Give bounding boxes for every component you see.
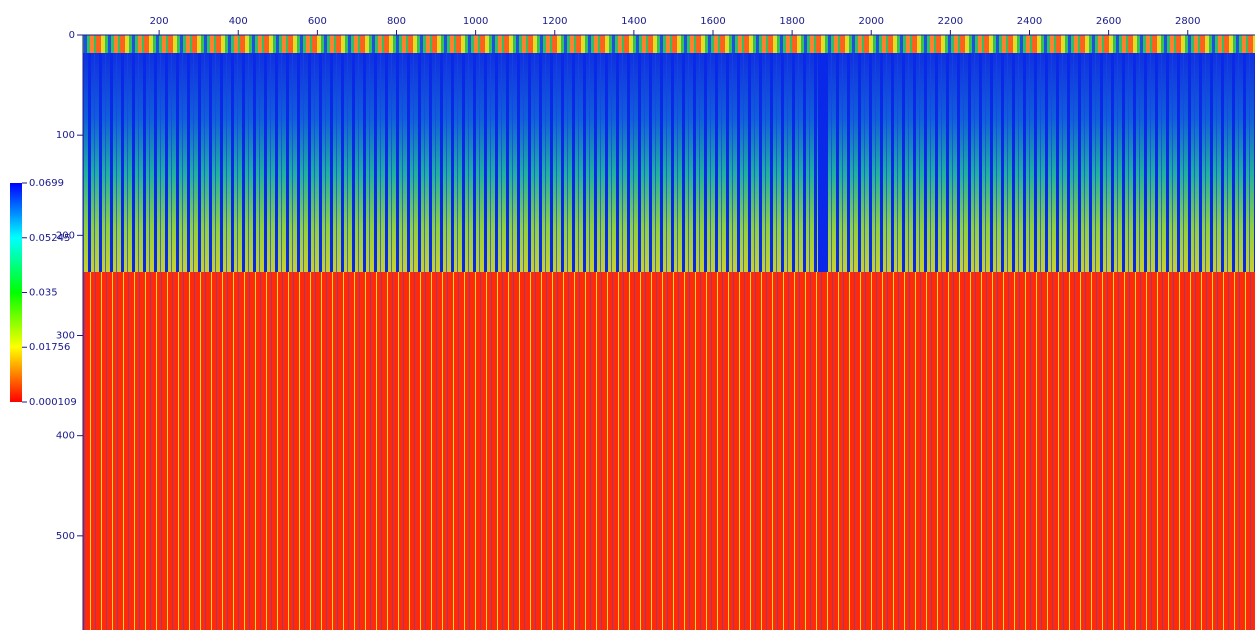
- x-tick-label: 2000: [859, 16, 884, 27]
- colorbar-tick-label: 0.0699: [29, 178, 64, 189]
- colorbar-tick-label: 0.01756: [29, 342, 70, 353]
- x-tick-label: 2600: [1096, 16, 1121, 27]
- x-tick-label: 800: [387, 16, 406, 27]
- upper-stripes: [83, 53, 1255, 272]
- x-tick-label: 200: [150, 16, 169, 27]
- y-tick-label: 0: [69, 30, 75, 41]
- x-tick-label: 600: [308, 16, 327, 27]
- y-tick-label: 300: [56, 331, 75, 342]
- x-tick-label: 1600: [700, 16, 725, 27]
- heatmap-field: [83, 35, 1255, 630]
- x-tick-label: 1200: [542, 16, 567, 27]
- x-tick-label: 2800: [1175, 16, 1200, 27]
- x-tick-label: 1800: [779, 16, 804, 27]
- top-band: [83, 35, 1255, 53]
- y-tick-label: 100: [56, 130, 75, 141]
- x-tick-label: 1000: [463, 16, 488, 27]
- x-tick-label: 400: [229, 16, 248, 27]
- x-tick-label: 1400: [621, 16, 646, 27]
- dark-column: [818, 53, 826, 275]
- x-tick-label: 2400: [1017, 16, 1042, 27]
- y-tick-label: 400: [56, 431, 75, 442]
- colorbar-tick-label: 0.000109: [29, 397, 77, 408]
- y-tick-label: 200: [56, 230, 75, 241]
- colorbar: [10, 183, 22, 402]
- colorbar-tick-label: 0.035: [29, 288, 58, 299]
- colorbar-tick-label: 0.05245: [29, 233, 70, 244]
- lower-region: [83, 272, 1255, 630]
- y-tick-label: 500: [56, 531, 75, 542]
- x-tick-label: 2200: [938, 16, 963, 27]
